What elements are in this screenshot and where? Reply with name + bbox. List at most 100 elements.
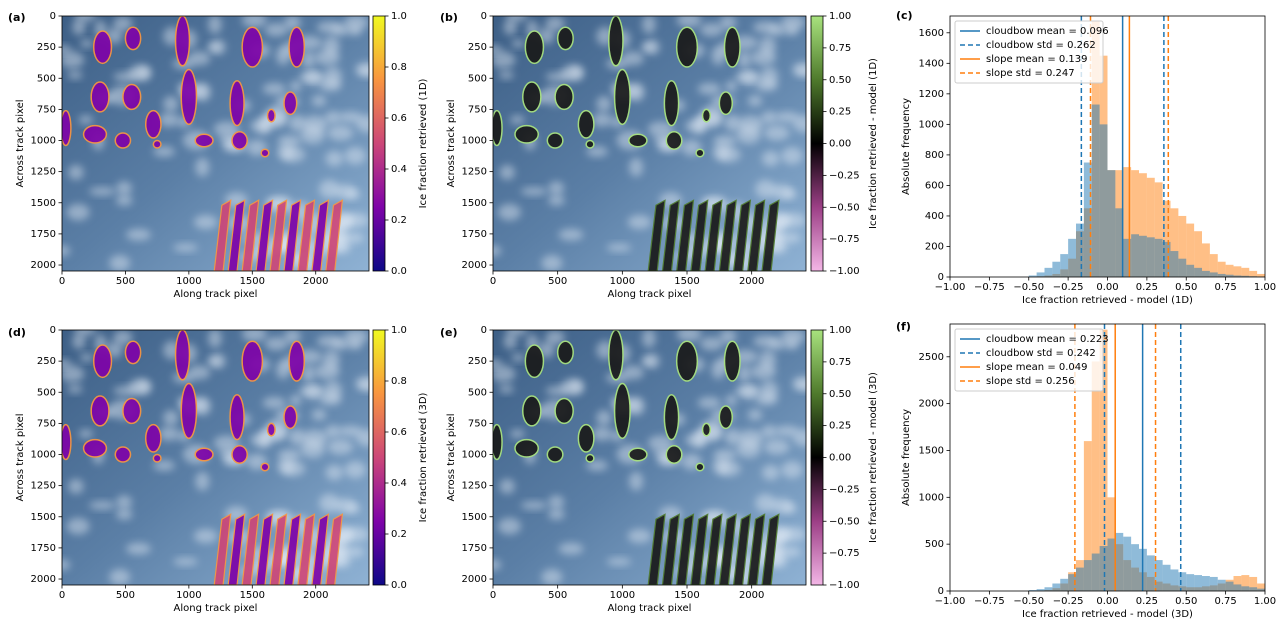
histogram-bar bbox=[1249, 587, 1258, 591]
cloud bbox=[548, 181, 565, 195]
retrieval-region bbox=[577, 109, 595, 139]
x-tick-label: 2000 bbox=[739, 276, 764, 287]
histogram-bar bbox=[1241, 575, 1250, 591]
cloud bbox=[773, 232, 802, 244]
cloud bbox=[736, 126, 761, 145]
cloud bbox=[318, 392, 342, 406]
x-tick-label: 0.00 bbox=[1096, 282, 1118, 293]
histogram-bar bbox=[1052, 583, 1061, 591]
cloud bbox=[586, 460, 609, 471]
histogram-bar bbox=[1139, 235, 1147, 277]
histogram-bar bbox=[1241, 267, 1250, 277]
cloud bbox=[128, 65, 150, 81]
cloud bbox=[275, 359, 290, 380]
retrieval-region bbox=[241, 26, 264, 68]
colorbar-tick-label: 0.75 bbox=[829, 357, 851, 368]
retrieval-region bbox=[718, 405, 734, 430]
cloud bbox=[115, 508, 133, 520]
retrieval-swath bbox=[690, 199, 709, 271]
x-tick-label: 0 bbox=[59, 590, 65, 601]
y-tick-label: 1200 bbox=[919, 89, 944, 100]
cloud bbox=[241, 330, 267, 342]
colorbar-label: Ice fraction retrieved - model (3D) bbox=[868, 372, 879, 543]
cloud bbox=[193, 529, 218, 544]
cloud bbox=[66, 517, 90, 535]
retrieval-swath bbox=[732, 513, 752, 585]
cloud bbox=[301, 51, 315, 69]
histogram-bar bbox=[1178, 258, 1187, 277]
cloud bbox=[78, 429, 94, 439]
retrieval-swath bbox=[661, 199, 680, 271]
colorbar-tick-label: 0.00 bbox=[829, 453, 851, 464]
cloud bbox=[642, 330, 656, 348]
panel-label: (e) bbox=[440, 326, 458, 339]
image bbox=[493, 330, 806, 585]
y-axis-label: Across track pixel bbox=[446, 413, 457, 501]
cloud bbox=[493, 245, 502, 257]
histogram-bar bbox=[1146, 177, 1155, 277]
retrieval-swath bbox=[718, 199, 737, 271]
y-tick-label: 2000 bbox=[462, 260, 487, 271]
cloud bbox=[314, 49, 341, 66]
y-tick-label: 750 bbox=[468, 418, 487, 429]
retrieval-region bbox=[613, 382, 631, 440]
cloud bbox=[109, 254, 131, 271]
y-tick-label: 250 bbox=[468, 42, 487, 53]
histogram-bar bbox=[1217, 273, 1226, 277]
retrieval-region bbox=[628, 447, 648, 462]
axes-frame bbox=[492, 15, 807, 272]
cloud bbox=[493, 365, 516, 383]
histogram-bar bbox=[1233, 584, 1242, 591]
y-tick-label: 0 bbox=[50, 325, 56, 336]
colorbar-tick-label: 0.0 bbox=[391, 266, 407, 277]
cloud bbox=[510, 429, 525, 439]
x-tick-label: −0.75 bbox=[974, 282, 1005, 293]
histogram-bar bbox=[1139, 173, 1147, 277]
cloud bbox=[511, 353, 525, 362]
cloud bbox=[116, 495, 133, 509]
y-tick-label: 1250 bbox=[462, 481, 487, 492]
retrieval-region bbox=[628, 133, 648, 148]
y-tick-label: 2500 bbox=[919, 352, 944, 363]
histogram-bar bbox=[1131, 234, 1139, 277]
colorbar-label: Ice fraction retrieved - model (1D) bbox=[868, 58, 879, 229]
cloud bbox=[348, 338, 362, 350]
histogram-bar bbox=[1194, 231, 1202, 277]
panel-label: (f) bbox=[896, 320, 911, 333]
cloud bbox=[311, 94, 327, 107]
retrieval-region bbox=[266, 108, 276, 123]
cloud bbox=[747, 408, 763, 421]
retrieval-swath bbox=[227, 513, 246, 585]
cloud bbox=[591, 112, 612, 127]
x-tick-label: −0.50 bbox=[1013, 282, 1044, 293]
cloud bbox=[327, 124, 354, 141]
cloud bbox=[641, 356, 655, 366]
histogram-bar bbox=[1154, 182, 1163, 277]
cloud bbox=[606, 557, 632, 566]
colorbar-tick-label: −0.50 bbox=[829, 516, 860, 527]
histogram-bar bbox=[1249, 576, 1258, 591]
cloud bbox=[781, 147, 803, 165]
cloud bbox=[62, 51, 85, 69]
retrieval-region bbox=[266, 422, 276, 437]
y-tick-label: 1750 bbox=[31, 229, 56, 240]
colorbar-tick-label: 0.6 bbox=[391, 427, 407, 438]
cloud bbox=[158, 112, 179, 127]
cloud bbox=[113, 330, 133, 345]
cloud bbox=[560, 379, 583, 395]
colorbar-tick-label: −0.75 bbox=[829, 548, 860, 559]
cloud bbox=[545, 16, 565, 31]
retrieval-region bbox=[194, 447, 214, 462]
histogram-bar bbox=[1194, 267, 1202, 277]
retrieval-swath bbox=[255, 199, 274, 271]
cloud bbox=[324, 425, 341, 438]
colorbar-tick-label: 0.2 bbox=[391, 529, 407, 540]
cloud bbox=[596, 96, 612, 112]
retrieval-region bbox=[231, 445, 248, 464]
y-axis-label: Absolute frequency bbox=[901, 98, 912, 195]
retrieval-region bbox=[114, 446, 132, 463]
retrieval-swath bbox=[311, 513, 330, 585]
retrieval-region bbox=[241, 340, 264, 382]
cloud bbox=[67, 70, 83, 80]
retrieval-swath bbox=[311, 199, 330, 271]
